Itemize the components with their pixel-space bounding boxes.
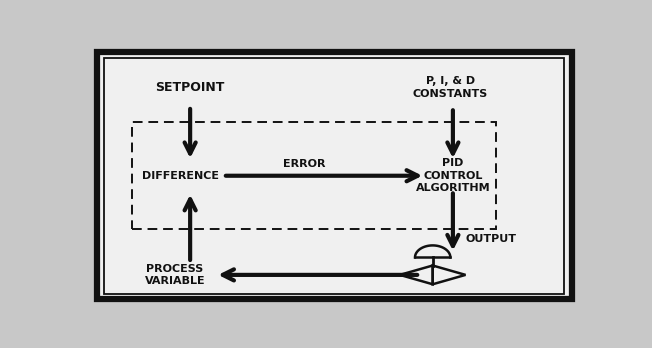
Text: PID
CONTROL
ALGORITHM: PID CONTROL ALGORITHM: [415, 158, 490, 193]
Text: OUTPUT: OUTPUT: [466, 234, 516, 244]
Bar: [104, 58, 564, 294]
Text: DIFFERENCE: DIFFERENCE: [141, 171, 218, 181]
Text: P, I, & D
CONSTANTS: P, I, & D CONSTANTS: [413, 76, 488, 99]
Text: ERROR: ERROR: [282, 159, 325, 169]
Bar: [132, 122, 496, 229]
Text: SETPOINT: SETPOINT: [155, 81, 225, 94]
Text: PROCESS
VARIABLE: PROCESS VARIABLE: [145, 264, 205, 286]
